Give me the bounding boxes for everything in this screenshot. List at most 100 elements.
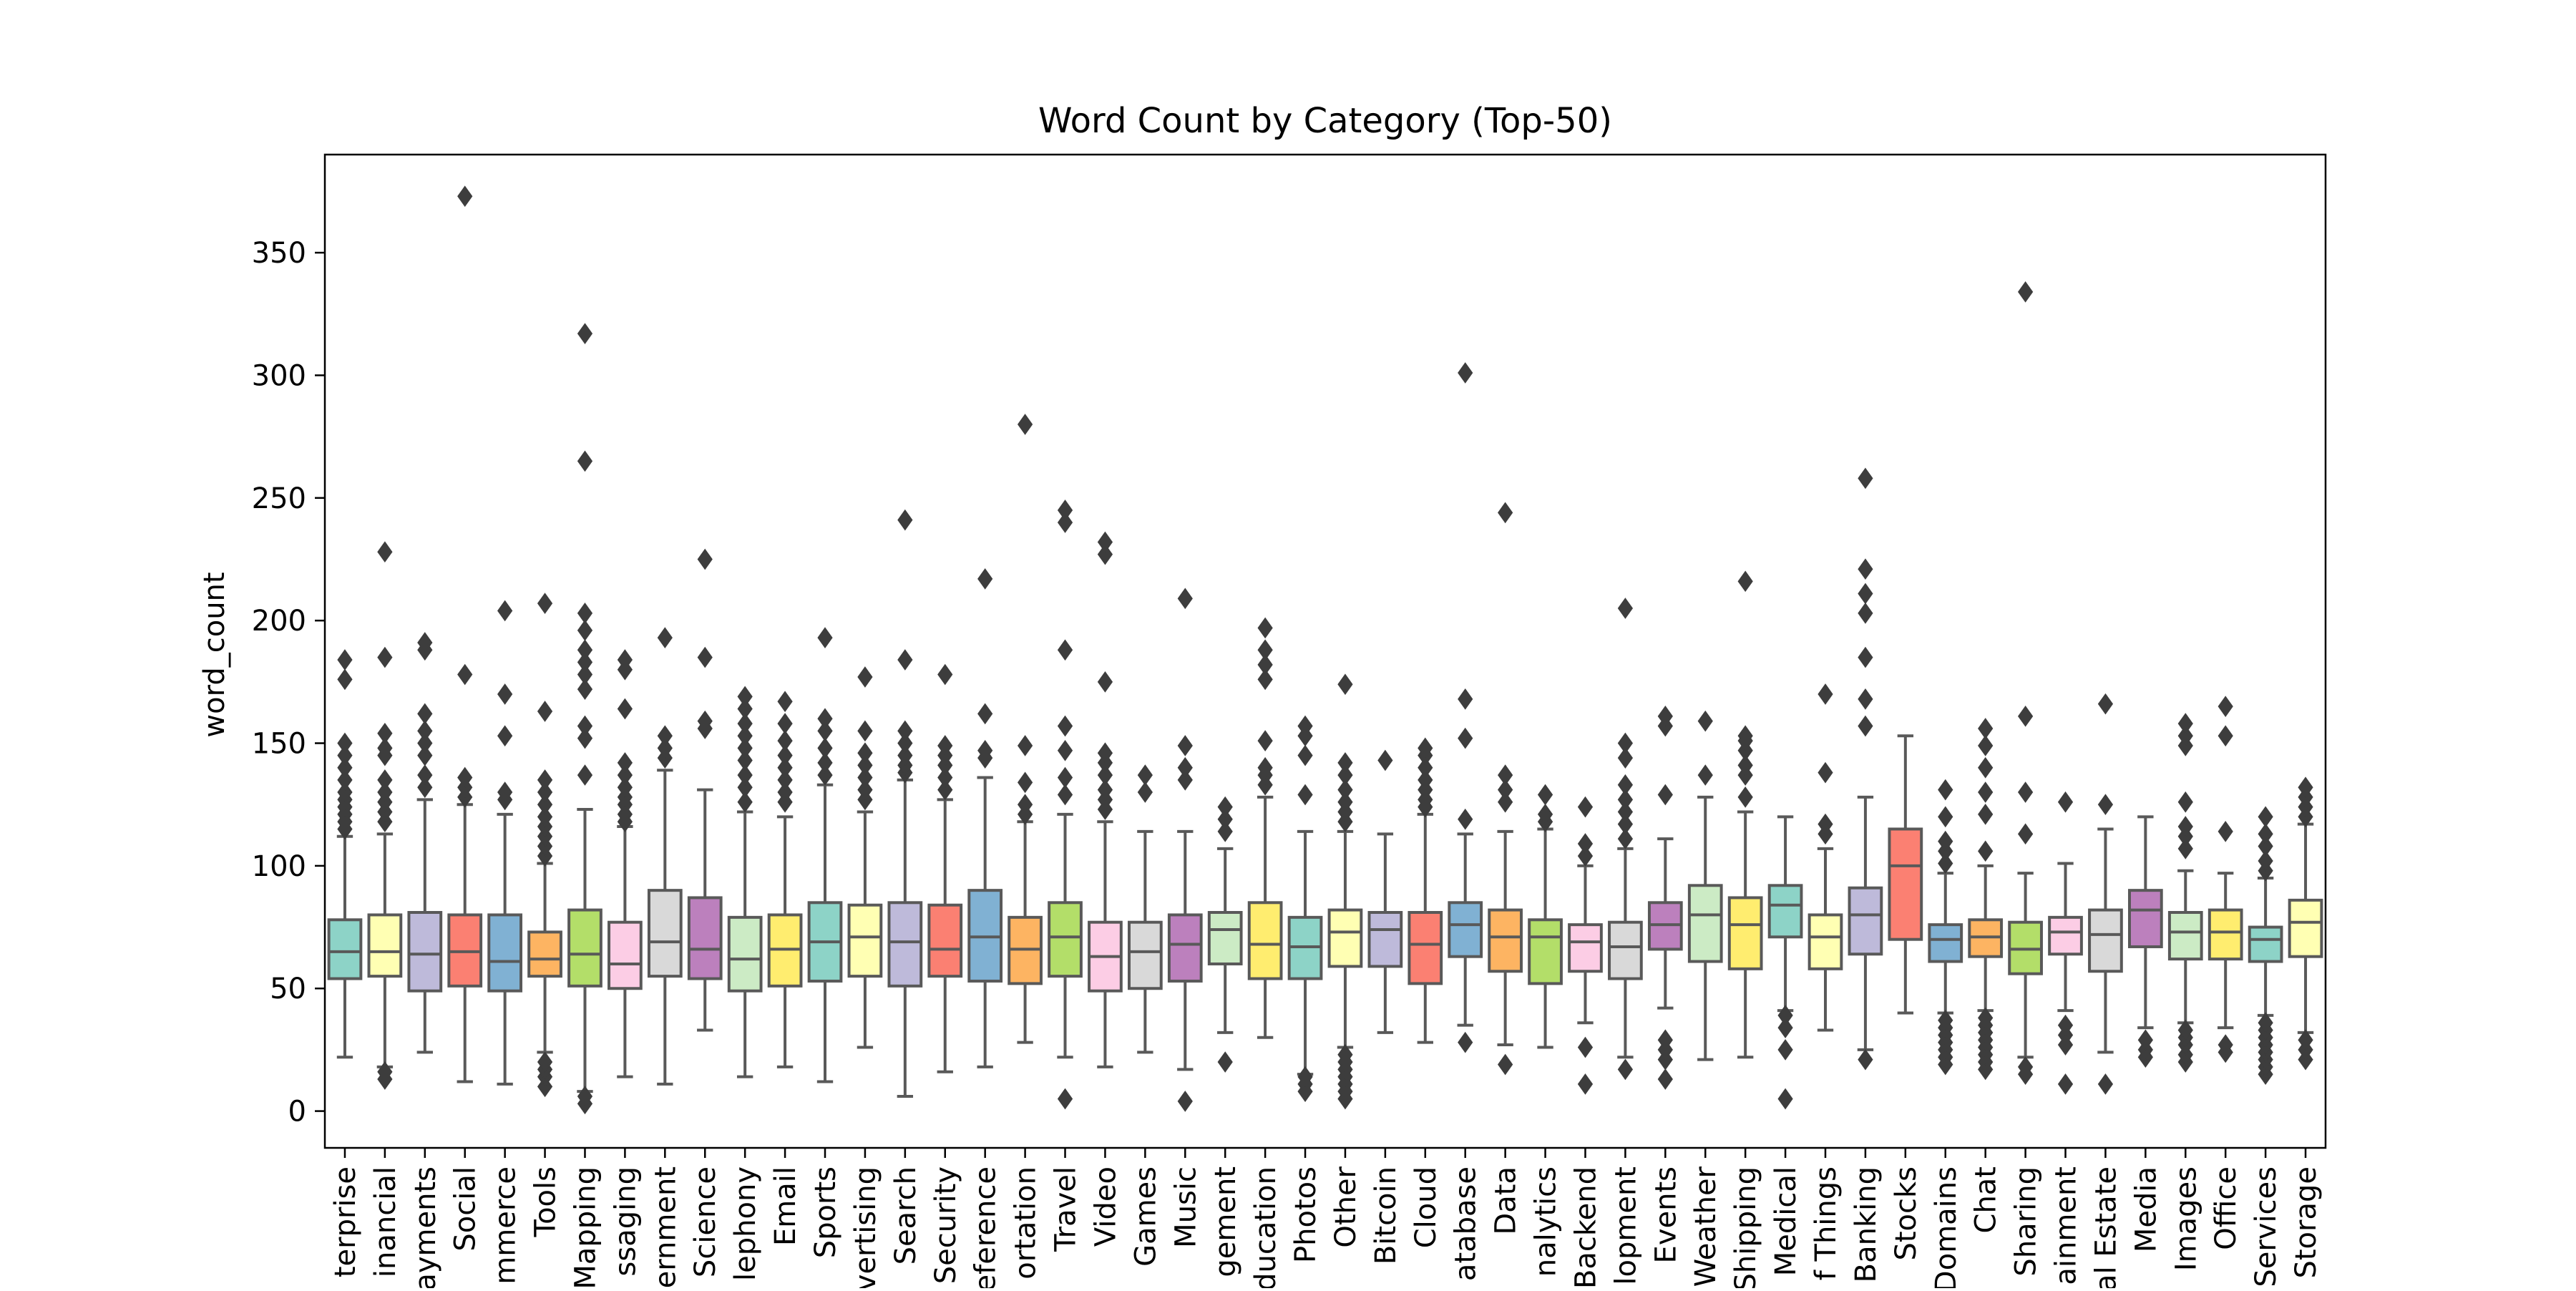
- x-tick-label: terprise: [329, 1166, 362, 1277]
- iqr-box: [1609, 922, 1641, 979]
- x-tick-label: ducation: [1249, 1166, 1282, 1288]
- x-tick-label: Music: [1169, 1166, 1202, 1248]
- iqr-box: [569, 910, 601, 986]
- x-tick-label: gement: [1209, 1166, 1242, 1277]
- x-tick-label: Sharing: [2010, 1166, 2043, 1277]
- x-tick-label: Stocks: [1890, 1166, 1923, 1261]
- x-tick-label: f Things: [1810, 1166, 1843, 1280]
- iqr-box: [1770, 885, 1802, 937]
- iqr-box: [1209, 912, 1241, 964]
- y-tick-label: 250: [252, 482, 306, 515]
- y-tick-label: 50: [270, 973, 306, 1005]
- x-tick-label: inancial: [369, 1166, 402, 1277]
- y-tick-label: 350: [252, 237, 306, 270]
- x-tick-label: Bitcoin: [1370, 1166, 1402, 1265]
- x-tick-label: Images: [2170, 1166, 2202, 1271]
- x-tick-label: Banking: [1850, 1166, 1883, 1282]
- x-tick-label: Medical: [1770, 1166, 1802, 1276]
- x-tick-label: ayments: [409, 1166, 442, 1288]
- x-tick-label: lopment: [1609, 1166, 1642, 1285]
- x-tick-label: al Estate: [2089, 1166, 2122, 1288]
- iqr-box: [1850, 888, 1882, 955]
- iqr-box: [849, 905, 882, 976]
- iqr-box: [1449, 902, 1481, 956]
- iqr-box: [2210, 910, 2242, 960]
- x-tick-label: Science: [689, 1166, 722, 1277]
- x-tick-label: Chat: [1970, 1166, 2003, 1233]
- iqr-box: [1049, 902, 1081, 976]
- x-tick-label: Travel: [1050, 1166, 1083, 1252]
- x-tick-label: Shipping: [1729, 1166, 1762, 1288]
- x-tick-label: Games: [1129, 1166, 1162, 1267]
- y-tick-label: 200: [252, 605, 306, 638]
- x-tick-label: Social: [449, 1166, 482, 1252]
- x-tick-label: Weather: [1689, 1166, 1722, 1287]
- iqr-box: [1489, 910, 1521, 972]
- iqr-box: [2170, 912, 2202, 959]
- iqr-box: [529, 932, 561, 976]
- y-axis-label: word_count: [198, 572, 231, 737]
- x-tick-label: ssaging: [609, 1166, 642, 1276]
- x-tick-label: Office: [2210, 1166, 2243, 1250]
- iqr-box: [1330, 910, 1362, 967]
- x-tick-label: Domains: [1930, 1166, 1963, 1288]
- y-tick-label: 100: [252, 850, 306, 883]
- iqr-box: [889, 902, 921, 986]
- x-tick-label: Other: [1330, 1166, 1362, 1247]
- iqr-box: [1889, 829, 1921, 939]
- y-tick-label: 300: [252, 359, 306, 392]
- x-tick-label: lephony: [729, 1166, 762, 1281]
- iqr-box: [2290, 900, 2322, 957]
- y-tick-label: 150: [252, 728, 306, 761]
- x-tick-label: ainment: [2050, 1166, 2083, 1285]
- iqr-box: [369, 915, 401, 976]
- iqr-box: [729, 917, 761, 991]
- x-tick-label: nalytics: [1530, 1166, 1563, 1277]
- iqr-box: [1370, 912, 1402, 966]
- iqr-box: [1929, 925, 1961, 961]
- x-tick-label: Sports: [809, 1166, 842, 1258]
- iqr-box: [329, 920, 361, 978]
- x-tick-label: vertising: [849, 1166, 882, 1288]
- iqr-box: [609, 922, 641, 989]
- x-tick-label: Mapping: [569, 1166, 602, 1288]
- x-tick-label: eference: [970, 1166, 1002, 1288]
- iqr-box: [409, 912, 441, 991]
- iqr-box: [2049, 917, 2082, 954]
- x-tick-label: atabase: [1450, 1166, 1483, 1281]
- iqr-box: [1729, 897, 1762, 968]
- iqr-box: [689, 897, 721, 978]
- x-tick-label: ortation: [1010, 1166, 1043, 1280]
- iqr-box: [2129, 890, 2162, 947]
- iqr-box: [1689, 885, 1722, 961]
- iqr-box: [1529, 920, 1561, 983]
- x-tick-label: Tools: [530, 1166, 562, 1238]
- iqr-box: [1810, 915, 1842, 968]
- iqr-box: [929, 905, 961, 976]
- iqr-box: [1409, 912, 1441, 983]
- y-tick-label: 0: [288, 1096, 306, 1129]
- x-tick-label: Security: [930, 1166, 962, 1284]
- iqr-box: [649, 890, 681, 976]
- x-tick-label: ernment: [649, 1166, 682, 1288]
- iqr-box: [489, 915, 521, 990]
- iqr-box: [1569, 925, 1601, 971]
- x-tick-label: Backend: [1569, 1166, 1602, 1288]
- x-tick-label: Events: [1649, 1166, 1682, 1263]
- x-tick-label: mmerce: [489, 1166, 522, 1285]
- iqr-box: [2250, 927, 2282, 962]
- x-tick-label: Email: [769, 1166, 802, 1246]
- iqr-box: [1169, 915, 1201, 981]
- iqr-box: [1249, 902, 1282, 978]
- iqr-box: [2089, 910, 2122, 972]
- x-tick-label: Data: [1490, 1166, 1523, 1235]
- x-tick-label: Cloud: [1410, 1166, 1443, 1248]
- x-tick-label: Search: [889, 1166, 922, 1265]
- chart-title: Word Count by Category (Top-50): [1038, 101, 1612, 141]
- x-tick-label: Photos: [1289, 1166, 1322, 1263]
- iqr-box: [1129, 922, 1161, 989]
- x-tick-label: Video: [1089, 1166, 1122, 1247]
- x-tick-label: Media: [2129, 1166, 2162, 1252]
